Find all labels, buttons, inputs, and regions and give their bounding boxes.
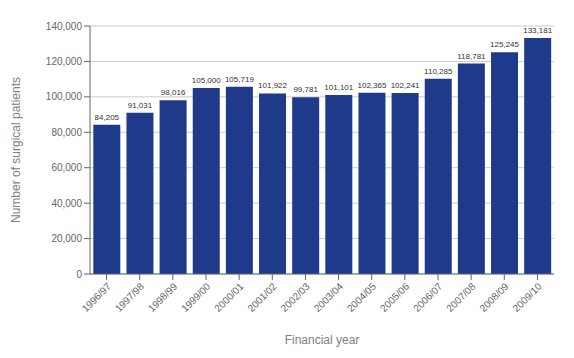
svg-text:2005/06: 2005/06 <box>378 280 412 314</box>
svg-text:2002/03: 2002/03 <box>279 280 313 314</box>
svg-text:1996/97: 1996/97 <box>80 280 114 314</box>
svg-text:133,181: 133,181 <box>523 26 552 35</box>
svg-text:2004/05: 2004/05 <box>345 280 379 314</box>
svg-text:1998/99: 1998/99 <box>146 280 180 314</box>
svg-text:91,031: 91,031 <box>128 101 153 110</box>
svg-text:120,000: 120,000 <box>46 56 83 67</box>
svg-text:2007/08: 2007/08 <box>444 280 478 314</box>
svg-text:20,000: 20,000 <box>51 233 82 244</box>
svg-text:100,000: 100,000 <box>46 91 83 102</box>
svg-text:118,781: 118,781 <box>457 52 486 61</box>
svg-text:1999/00: 1999/00 <box>179 280 213 314</box>
svg-text:105,000: 105,000 <box>192 76 221 85</box>
svg-text:101,922: 101,922 <box>258 81 287 90</box>
svg-text:60,000: 60,000 <box>51 162 82 173</box>
svg-text:84,205: 84,205 <box>95 113 120 122</box>
svg-text:102,241: 102,241 <box>391 81 420 90</box>
svg-text:2001/02: 2001/02 <box>245 280 279 314</box>
svg-text:102,365: 102,365 <box>357 81 386 90</box>
svg-text:2008/09: 2008/09 <box>477 280 511 314</box>
svg-text:1997/98: 1997/98 <box>113 280 147 314</box>
svg-text:101,101: 101,101 <box>324 83 353 92</box>
svg-text:125,245: 125,245 <box>490 40 519 49</box>
svg-text:40,000: 40,000 <box>51 198 82 209</box>
svg-text:80,000: 80,000 <box>51 127 82 138</box>
svg-text:140,000: 140,000 <box>46 21 83 32</box>
svg-text:Number of surgical patients: Number of surgical patients <box>9 77 23 223</box>
svg-text:98,016: 98,016 <box>161 88 186 97</box>
svg-text:2006/07: 2006/07 <box>411 280 445 314</box>
svg-text:Financial year: Financial year <box>285 333 360 347</box>
svg-text:2009/10: 2009/10 <box>511 280 545 314</box>
svg-text:99,781: 99,781 <box>293 85 318 94</box>
svg-text:2003/04: 2003/04 <box>312 280 346 314</box>
svg-text:0: 0 <box>76 269 82 280</box>
svg-text:110,285: 110,285 <box>424 67 453 76</box>
svg-text:2000/01: 2000/01 <box>212 280 246 314</box>
svg-text:105,719: 105,719 <box>225 75 254 84</box>
